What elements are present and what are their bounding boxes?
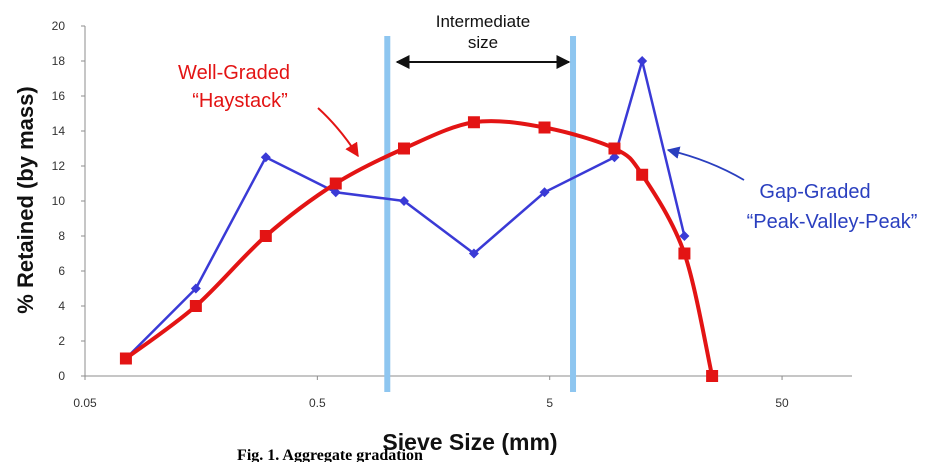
x-tick-label: 0.5 (309, 396, 326, 410)
y-tick-label: 4 (58, 299, 65, 313)
x-tick-label: 50 (775, 396, 789, 410)
well-graded-point (189, 300, 202, 312)
x-axis-title: Sieve Size (mm) (382, 429, 557, 455)
well-graded-point (329, 177, 342, 190)
gap-graded-label-line1: Gap-Graded (759, 181, 870, 203)
well-graded-point (119, 352, 132, 365)
well-graded-point (259, 230, 272, 242)
gap-graded-point (637, 56, 648, 66)
gap-graded-label-line2: “Peak-Valley-Peak” (747, 211, 918, 233)
well-graded-point (397, 142, 410, 155)
x-tick-label: 0.05 (73, 396, 97, 410)
y-tick-label: 10 (52, 194, 66, 208)
intermediate-size-bands (384, 36, 577, 392)
well-graded-point (608, 142, 621, 155)
well-graded-series-line (124, 119, 715, 377)
x-tick-group: 0.05 0.5 5 50 (73, 376, 789, 410)
y-tick-label: 8 (58, 229, 65, 243)
gap-graded-point (330, 187, 341, 198)
gap-graded-point (609, 152, 620, 163)
intermediate-label-line1: Intermediate (436, 12, 531, 31)
y-tick-label: 0 (58, 369, 65, 383)
gap-graded-point (539, 187, 550, 198)
figure-caption: Fig. 1. Aggregate gradation (237, 447, 423, 462)
well-graded-label-line2: “Haystack” (192, 90, 288, 112)
y-tick-label: 2 (58, 334, 65, 348)
gap-graded-point (398, 196, 409, 206)
intermediate-label-line2: size (468, 33, 498, 52)
well-graded-point (467, 116, 480, 129)
gap-graded-point (468, 248, 479, 259)
series-layer (119, 56, 719, 382)
gap-graded-arrow (666, 146, 745, 181)
y-tick-label: 16 (52, 89, 66, 103)
gap-graded-series-line (125, 56, 686, 360)
x-tick-label: 5 (546, 396, 553, 410)
y-tick-label: 6 (58, 264, 65, 278)
y-tick-label: 18 (52, 54, 66, 68)
well-graded-point (706, 370, 719, 382)
well-graded-point (636, 168, 649, 181)
gap-graded-point (679, 231, 690, 241)
y-tick-group: 0 2 4 6 8 10 12 14 16 18 20 (52, 19, 85, 383)
y-axis-title: % Retained (by mass) (13, 86, 38, 313)
well-graded-point (678, 247, 691, 260)
gap-graded-point (190, 283, 201, 294)
y-tick-label: 14 (52, 124, 66, 138)
well-graded-point (538, 121, 551, 134)
gap-graded-point (260, 152, 271, 163)
well-graded-label-line1: Well-Graded (178, 62, 290, 84)
y-tick-label: 12 (52, 159, 66, 173)
well-graded-arrow (317, 107, 359, 158)
y-tick-label: 20 (52, 19, 66, 33)
